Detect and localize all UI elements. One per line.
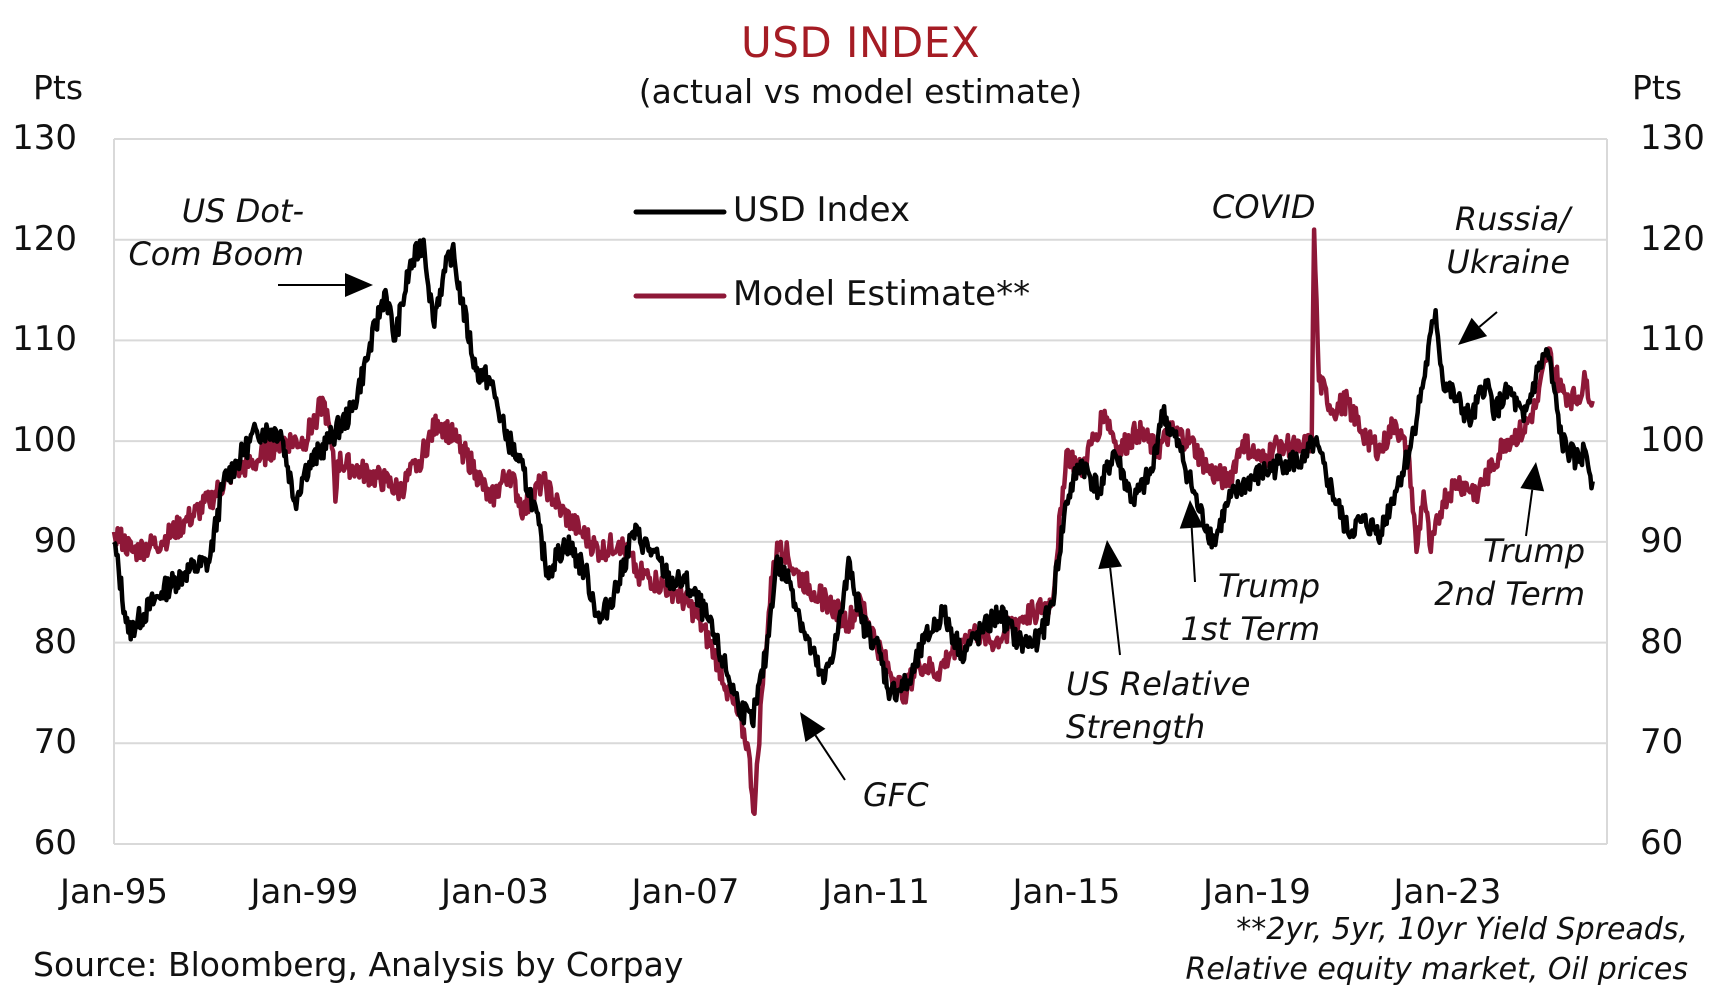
legend: [633, 209, 727, 299]
annotation-dotcom: US Dot- Com Boom: [118, 190, 304, 276]
annotation-covid-line-1: COVID: [1212, 188, 1316, 226]
annotation-dotcom-line-2: Com Boom: [128, 235, 304, 273]
arrow-dotcom-head: [345, 273, 373, 297]
left-axis-unit: Pts: [33, 68, 84, 107]
y-tick-left-130: 130: [12, 118, 77, 158]
chart-subtitle: (actual vs model estimate): [638, 72, 1083, 111]
footnote-line-2: Relative equity market, Oil prices: [1185, 952, 1689, 987]
y-tick-right-130: 130: [1640, 118, 1705, 158]
annotation-gfc: GFC: [863, 774, 983, 817]
series-line-model-estimate: [111, 227, 1595, 817]
x-tick-jan-15: Jan-15: [1012, 872, 1121, 912]
x-tick-jan-19: Jan-19: [1202, 872, 1311, 912]
arrow-gfc-head: [800, 712, 826, 742]
source-note: Source: Bloomberg, Analysis by Corpay: [33, 945, 684, 984]
arrow-us-relative-strength-head: [1098, 540, 1123, 570]
y-tick-left-110: 110: [12, 319, 77, 360]
x-tick-jan-11: Jan-11: [821, 872, 930, 912]
annotation-trump-1st-term-line-2: 1st Term: [1180, 610, 1320, 648]
annotation-us-relative-strength: US Relative Strength: [1066, 663, 1286, 749]
y-tick-right-80: 80: [1640, 621, 1684, 662]
arrow-trump-2nd-term-head: [1520, 462, 1545, 492]
x-tick-jan-99: Jan-99: [250, 872, 359, 912]
arrow-russia-ukraine-head: [1458, 317, 1488, 345]
arrow-trump-2nd-term-shaft: [1525, 489, 1534, 537]
x-tick-jan-23: Jan-23: [1393, 872, 1502, 912]
y-tick-right-100: 100: [1640, 420, 1705, 461]
series-line-usd-index: [112, 237, 1595, 729]
y-tick-left-60: 60: [33, 823, 77, 863]
legend-label-usd-index: USD Index: [733, 190, 911, 230]
arrow-gfc-shaft: [814, 734, 846, 781]
footnote-line-1: **2yr, 5yr, 10yr Yield Spreads,: [1236, 912, 1688, 947]
annotation-gfc-line-1: GFC: [863, 776, 929, 814]
annotation-trump-2nd-term: Trump 2nd Term: [1420, 530, 1585, 616]
right-axis-unit: Pts: [1632, 68, 1683, 107]
annotation-trump-2nd-term-line-2: 2nd Term: [1434, 575, 1585, 613]
annotation-trump-1st-term: Trump 1st Term: [1175, 565, 1320, 651]
y-tick-left-100: 100: [12, 420, 77, 461]
annotation-arrows: [278, 273, 1545, 781]
annotation-russia-ukraine-line-2: Ukraine: [1446, 243, 1570, 281]
arrow-trump-1st-term-head: [1179, 500, 1204, 529]
annotation-covid: COVID: [1212, 186, 1412, 229]
y-tick-right-120: 120: [1640, 218, 1705, 259]
y-tick-right-70: 70: [1640, 722, 1684, 763]
annotation-trump-2nd-term-line-1: Trump: [1483, 532, 1585, 570]
y-tick-left-90: 90: [33, 520, 77, 561]
y-tick-right-60: 60: [1640, 823, 1684, 863]
gridlines: [113, 138, 1608, 845]
chart-title: USD INDEX: [740, 18, 981, 67]
y-tick-left-80: 80: [33, 621, 77, 662]
annotation-dotcom-line-1: US Dot-: [181, 192, 304, 230]
y-tick-right-110: 110: [1640, 319, 1705, 360]
annotation-us-relative-strength-line-2: Strength: [1066, 708, 1206, 746]
x-tick-jan-03: Jan-03: [441, 872, 549, 912]
arrow-trump-1st-term-shaft: [1190, 527, 1196, 583]
legend-label-model-estimate: Model Estimate**: [733, 274, 1031, 314]
annotation-russia-ukraine-line-1: Russia/: [1454, 200, 1570, 238]
y-tick-right-90: 90: [1640, 520, 1684, 561]
y-tick-left-120: 120: [12, 218, 77, 259]
arrow-russia-ukraine-shaft: [1478, 311, 1498, 328]
arrow-us-relative-strength-shaft: [1109, 567, 1121, 656]
annotation-russia-ukraine: Russia/Ukraine: [1430, 198, 1570, 284]
x-tick-jan-07: Jan-07: [631, 872, 740, 912]
annotation-us-relative-strength-line-1: US Relative: [1066, 665, 1251, 703]
x-tick-jan-95: Jan-95: [60, 872, 168, 912]
y-tick-left-70: 70: [33, 722, 77, 763]
series-lines: [111, 227, 1595, 817]
annotation-trump-1st-term-line-1: Trump: [1218, 567, 1320, 605]
